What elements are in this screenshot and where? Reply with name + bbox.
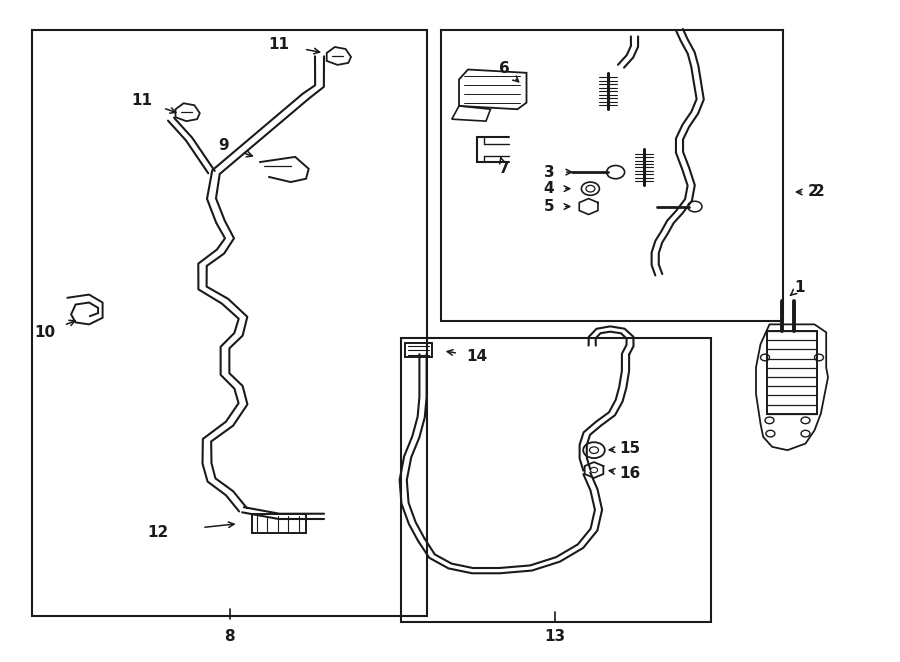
Text: 14: 14 (466, 349, 488, 363)
Text: 11: 11 (131, 93, 153, 108)
Text: 10: 10 (34, 326, 56, 340)
Bar (767, 331, 817, 414)
Text: 16: 16 (619, 466, 641, 481)
Text: 15: 15 (619, 442, 641, 456)
Bar (405, 343, 432, 357)
Bar (252, 514, 306, 533)
Text: 13: 13 (544, 630, 566, 644)
Bar (32, 30, 427, 616)
Text: 8: 8 (224, 630, 235, 644)
Text: 9: 9 (218, 138, 229, 153)
Text: 3: 3 (544, 165, 554, 179)
Text: 2: 2 (807, 185, 818, 199)
Text: 1: 1 (794, 281, 805, 295)
Text: 5: 5 (544, 199, 554, 214)
Bar (441, 30, 783, 321)
Text: 4: 4 (544, 181, 554, 196)
Text: 7: 7 (499, 162, 509, 176)
Text: 6: 6 (499, 62, 509, 76)
Text: 12: 12 (147, 525, 168, 540)
Bar (400, 338, 711, 622)
Text: 11: 11 (268, 37, 290, 52)
Text: 2: 2 (814, 185, 824, 199)
